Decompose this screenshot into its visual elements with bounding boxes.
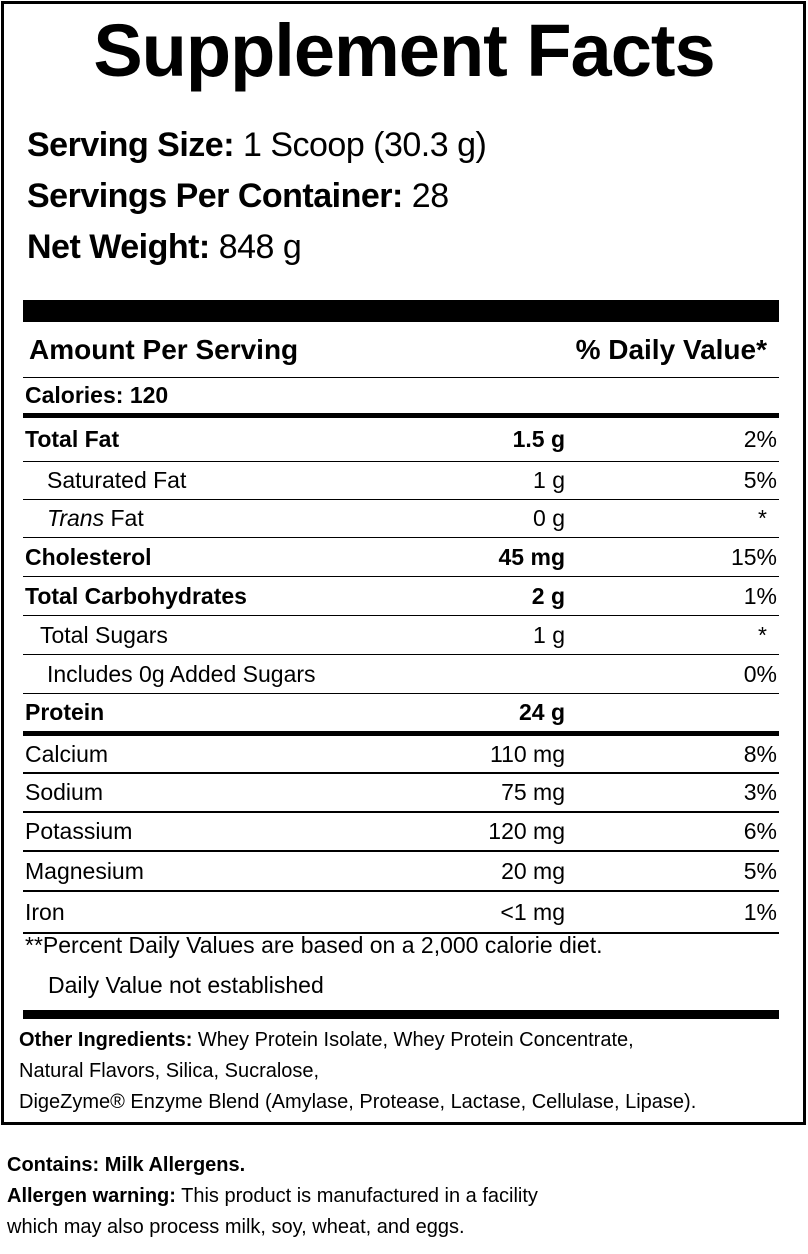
table-row: Total Sugars 1 g * [23,616,779,655]
table-row: Sodium 75 mg 3% [23,774,779,813]
other-ingredients: Other Ingredients: Whey Protein Isolate,… [19,1029,697,1113]
table-row: Calcium 110 mg 8% [23,736,779,774]
divider-thick [23,1010,779,1019]
serving-size: Serving Size: 1 Scoop (30.3 g) [27,126,487,164]
divider-thick [23,300,779,322]
net-weight: Net Weight: 848 g [27,228,302,266]
table-row: Magnesium 20 mg 5% [23,852,779,892]
table-row: Saturated Fat 1 g 5% [23,462,779,500]
calories-row: Calories: 120 [23,378,779,418]
table-row: Protein 24 g [23,694,779,736]
allergen-warning: Allergen warning: This product is manufa… [7,1185,538,1207]
footnote-not-established: Daily Value not established [48,972,324,998]
table-row: Total Carbohydrates 2 g 1% [23,577,779,616]
table-row: Includes 0g Added Sugars 0% [23,655,779,694]
table-row: Total Fat 1.5 g 2% [23,418,779,462]
nutrition-table: Amount Per Serving % Daily Value* Calorie… [23,322,779,934]
contains-statement: Contains: Milk Allergens. [7,1154,246,1176]
footnote-percent: **Percent Daily Values are based on a 2,… [25,932,603,958]
dv-header: % Daily Value* [575,333,767,365]
allergen-info: Contains: Milk Allergens. Allergen warni… [7,1154,538,1238]
amount-header: Amount Per Serving [29,333,299,365]
table-row: Potassium 120 mg 6% [23,813,779,852]
calories: Calories: 120 [25,382,169,408]
servings-per-container: Servings Per Container: 28 [27,177,449,215]
table-header: Amount Per Serving % Daily Value* [23,322,779,378]
panel-title: Supplement Facts [93,9,715,92]
table-row: Cholesterol 45 mg 15% [23,538,779,577]
supplement-facts-panel [1,1,806,1125]
table-row: Iron <1 mg 1% [23,892,779,934]
table-row: Trans Fat 0 g * [23,500,779,538]
